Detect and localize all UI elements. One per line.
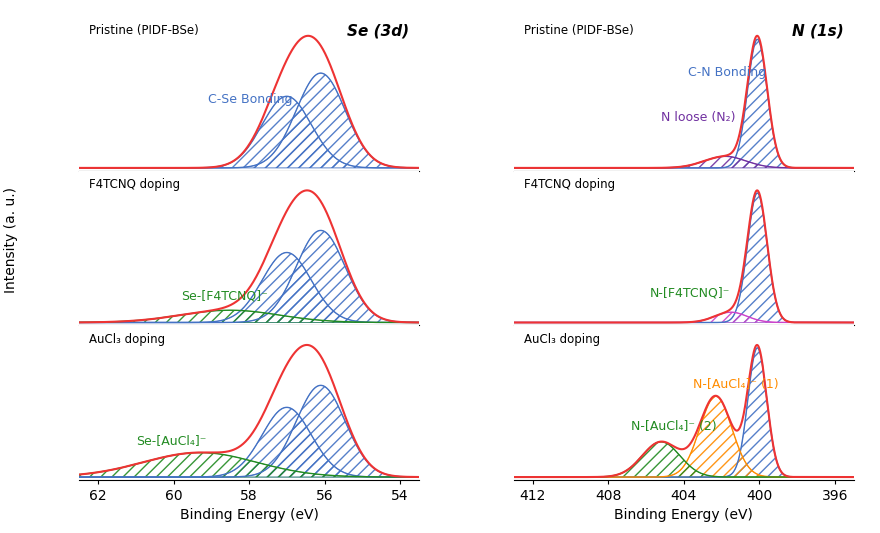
Text: N-[AuCl₄]⁻ (1): N-[AuCl₄]⁻ (1)	[693, 378, 779, 391]
Text: F4TCNQ doping: F4TCNQ doping	[90, 179, 180, 191]
Text: N-[AuCl₄]⁻ (2): N-[AuCl₄]⁻ (2)	[631, 421, 716, 433]
Text: C-N Bonding: C-N Bonding	[687, 66, 766, 79]
Text: Se (3d): Se (3d)	[347, 23, 408, 39]
X-axis label: Binding Energy (eV): Binding Energy (eV)	[180, 508, 319, 522]
Text: N loose (N₂): N loose (N₂)	[661, 111, 736, 124]
Text: Pristine (PIDF-BSe): Pristine (PIDF-BSe)	[90, 23, 199, 37]
Text: AuCl₃ doping: AuCl₃ doping	[90, 333, 165, 346]
Text: Se-[F4TCNQ]⁻: Se-[F4TCNQ]⁻	[181, 289, 268, 303]
Text: F4TCNQ doping: F4TCNQ doping	[524, 179, 615, 191]
X-axis label: Binding Energy (eV): Binding Energy (eV)	[614, 508, 753, 522]
Text: N (1s): N (1s)	[792, 23, 843, 39]
Text: Intensity (a. u.): Intensity (a. u.)	[4, 187, 18, 293]
Text: AuCl₃ doping: AuCl₃ doping	[524, 333, 600, 346]
Text: C-Se Bonding: C-Se Bonding	[208, 93, 292, 106]
Text: N-[F4TCNQ]⁻: N-[F4TCNQ]⁻	[649, 287, 730, 300]
Text: Pristine (PIDF-BSe): Pristine (PIDF-BSe)	[524, 23, 634, 37]
Text: Se-[AuCl₄]⁻: Se-[AuCl₄]⁻	[136, 433, 206, 447]
